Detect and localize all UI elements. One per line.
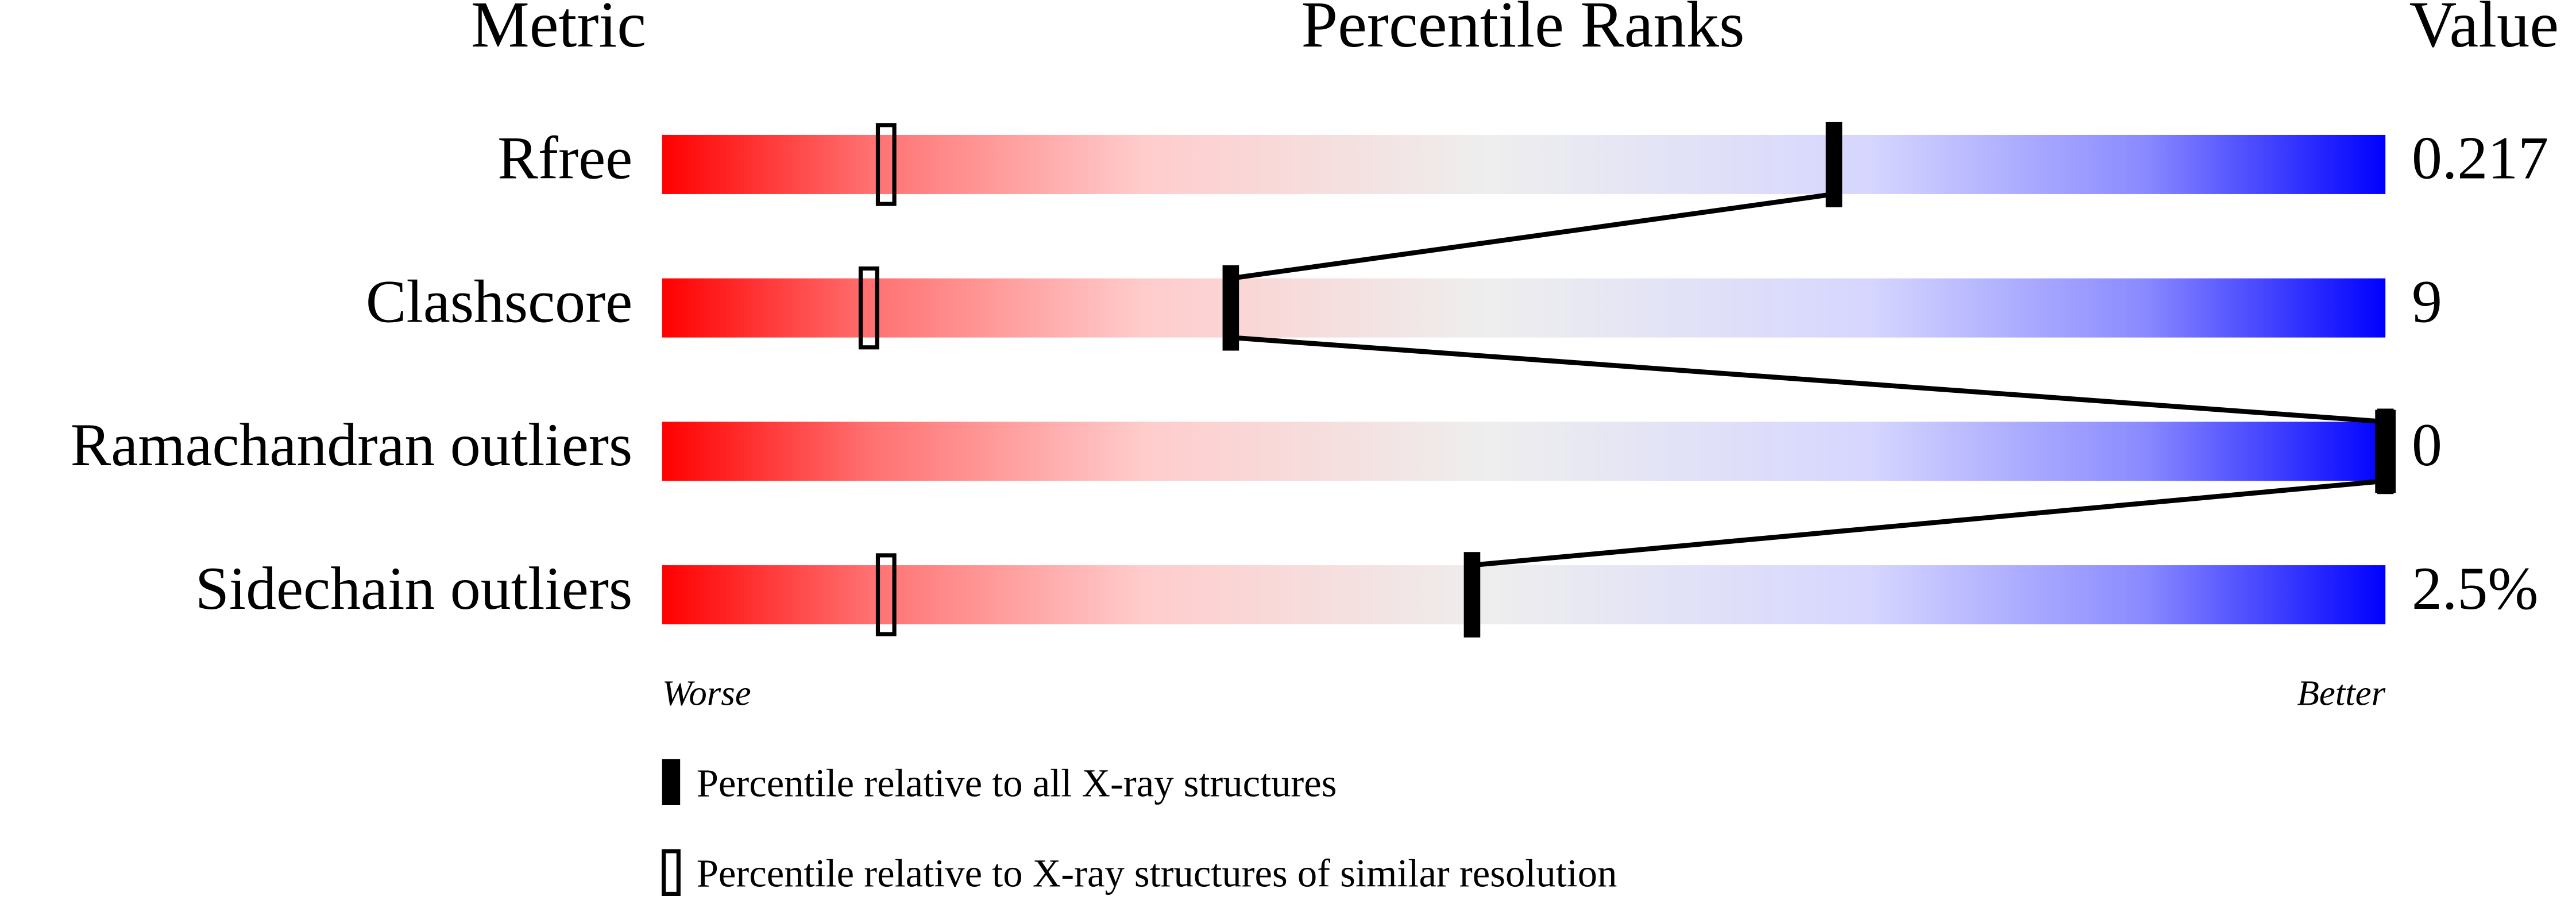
- legend-swatch: [661, 849, 681, 897]
- percentile-marker-hollow: [875, 123, 897, 206]
- column-header: Metric: [471, 0, 646, 61]
- metric-value: 0.217: [2412, 125, 2548, 192]
- legend-label: Percentile relative to X-ray structures …: [697, 852, 1617, 895]
- metric-value: 9: [2412, 268, 2442, 335]
- connector-line: [1230, 335, 2386, 424]
- better-label: Better: [2297, 673, 2385, 713]
- percentile-bar: [662, 134, 2386, 194]
- metric-value: 0: [2412, 411, 2442, 478]
- metric-value: 2.5%: [2412, 555, 2538, 622]
- metric-label: Clashscore: [366, 268, 632, 335]
- percentile-bar: [662, 422, 2386, 481]
- column-header: Value: [2409, 0, 2559, 61]
- connector-line: [1230, 191, 1835, 281]
- connector-line: [1472, 478, 2386, 568]
- percentile-marker-hollow: [858, 266, 879, 350]
- column-header: Percentile Ranks: [1301, 0, 1745, 61]
- percentile-marker-hollow: [875, 553, 897, 636]
- percentile-bar: [662, 278, 2386, 338]
- metric-label: Ramachandran outliers: [71, 411, 633, 478]
- metric-label: Rfree: [497, 125, 632, 192]
- metric-label: Sidechain outliers: [195, 555, 632, 622]
- legend-label: Percentile relative to all X-ray structu…: [697, 761, 1337, 805]
- legend-swatch: [662, 759, 681, 805]
- worse-label: Worse: [662, 673, 751, 713]
- percentile-bar: [662, 565, 2386, 625]
